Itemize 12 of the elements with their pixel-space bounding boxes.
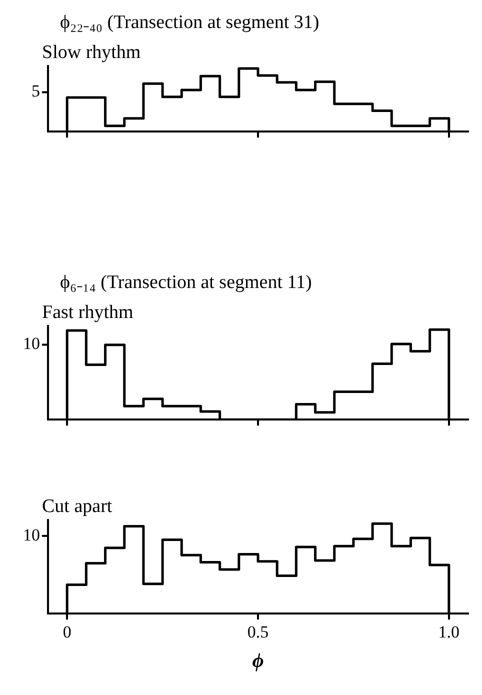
chart-subtitle: Slow rhythm xyxy=(41,42,142,64)
x-tick-label: 0 xyxy=(62,622,72,642)
text: 10 xyxy=(23,525,40,544)
text: 10 xyxy=(23,334,40,354)
x-axis-title: ϕ xyxy=(252,650,264,672)
chart-subtitle: Fast rhythm xyxy=(41,302,134,324)
chart-subtitle: Cut apart xyxy=(41,496,114,518)
x-tick-label: 0.5 xyxy=(247,622,269,642)
text: 5 xyxy=(32,82,40,101)
chart-title: ϕ₂₂₋₄₀ (Transection at segment 31) xyxy=(59,11,320,35)
x-tick-label: 1.0 xyxy=(438,622,460,642)
chart-title: ϕ₆₋₁₄ (Transection at segment 11) xyxy=(59,271,313,295)
